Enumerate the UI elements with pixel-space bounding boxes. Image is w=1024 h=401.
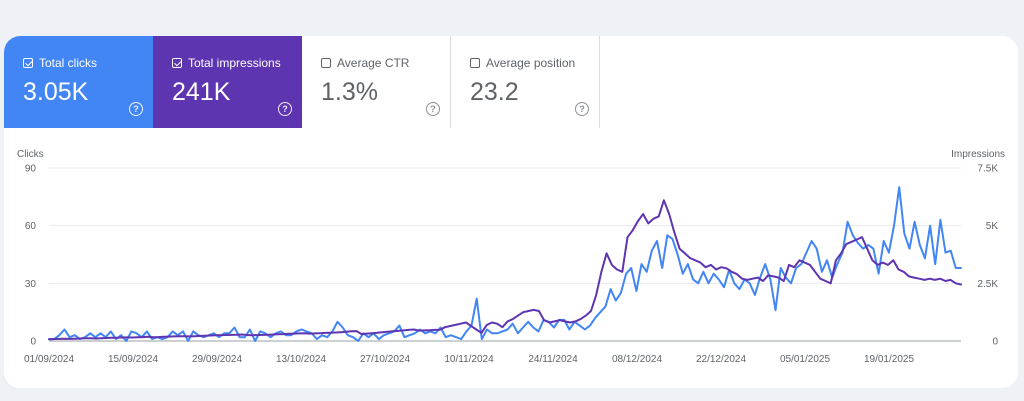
metric-tiles: Total clicks 3.05K ? Total impressions 2… [4,36,600,128]
metric-label: Total impressions [188,56,281,70]
x-tick-label: 10/11/2024 [444,354,494,365]
metric-value: 241K [172,78,231,106]
help-icon[interactable]: ? [575,102,589,116]
left-axis-title: Clicks [17,149,44,160]
x-tick-label: 15/09/2024 [108,354,158,365]
help-icon[interactable]: ? [426,102,440,116]
x-tick-label: 22/12/2024 [696,354,746,365]
help-icon[interactable]: ? [129,102,143,116]
help-icon[interactable]: ? [278,102,292,116]
x-tick-label: 29/09/2024 [192,354,242,365]
metric-label: Average CTR [337,56,410,70]
right-tick-label: 7.5K [977,164,998,175]
metric-label: Average position [486,56,576,70]
performance-chart[interactable]: 0 30 60 90 0 2.5K 5K 7.5K Clicks Impressions 01/09… [4,36,1018,388]
x-tick-label: 08/12/2024 [612,354,662,365]
metric-average-ctr[interactable]: Average CTR 1.3% ? [302,36,451,128]
metric-value: 23.2 [470,78,519,106]
checkbox-checked-icon[interactable] [172,58,182,68]
metric-value: 3.05K [23,78,89,106]
metric-total-clicks[interactable]: Total clicks 3.05K ? [4,36,153,128]
right-tick-label: 0 [992,337,998,348]
left-tick-label: 0 [30,337,36,348]
checkbox-unchecked-icon[interactable] [321,58,331,68]
right-tick-label: 5K [986,221,999,232]
performance-card: Total clicks 3.05K ? Total impressions 2… [4,36,1018,388]
right-axis-title: Impressions [951,149,1005,160]
metric-total-impressions[interactable]: Total impressions 241K ? [153,36,302,128]
metric-average-position[interactable]: Average position 23.2 ? [451,36,600,128]
left-tick-label: 30 [25,279,37,290]
x-tick-label: 24/11/2024 [528,354,578,365]
checkbox-checked-icon[interactable] [23,58,33,68]
x-tick-label: 13/10/2024 [276,354,326,365]
x-tick-label: 19/01/2025 [864,354,914,365]
series-line-impressions [48,199,962,341]
left-tick-label: 90 [25,164,37,175]
series-line-clicks [48,186,962,342]
x-tick-label: 01/09/2024 [24,354,74,365]
right-tick-label: 2.5K [977,279,998,290]
metric-label: Total clicks [39,56,98,70]
left-tick-label: 60 [25,221,37,232]
x-tick-label: 27/10/2024 [360,354,410,365]
x-tick-label: 05/01/2025 [780,354,830,365]
metric-value: 1.3% [321,78,378,106]
checkbox-unchecked-icon[interactable] [470,58,480,68]
